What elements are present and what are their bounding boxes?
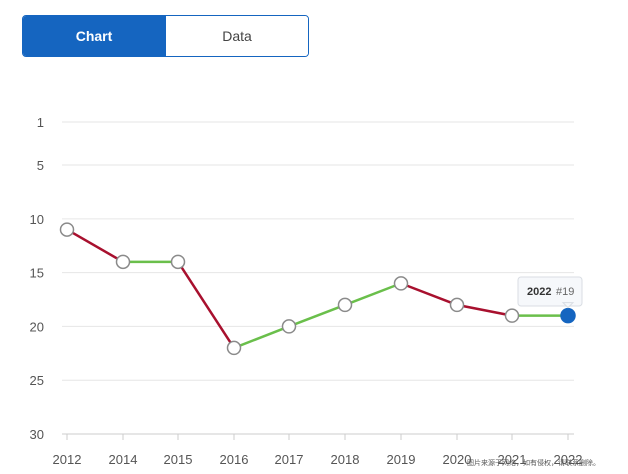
chart-tab[interactable]: Chart: [23, 16, 165, 56]
x-tick-label: 2022: [554, 452, 583, 467]
y-tick-label: 15: [30, 266, 44, 281]
point-tooltip: 2022 #19: [517, 276, 583, 309]
view-toggle: Chart Data: [22, 15, 309, 57]
y-tick-label: 20: [30, 319, 44, 334]
series-line-segment: [455, 303, 514, 317]
series-line-segment: [343, 282, 403, 307]
x-tick-label: 2019: [387, 452, 416, 467]
series-line-segment: [176, 260, 236, 350]
data-point-selected[interactable]: [560, 307, 576, 324]
data-point[interactable]: [281, 319, 297, 334]
data-point[interactable]: [393, 276, 409, 291]
series-line-segment: [232, 325, 291, 350]
x-tick-label: 2018: [331, 452, 360, 467]
watermark-text: 图片来源于网络，如有侵权，请联系删除。: [467, 458, 600, 467]
y-tick-label: 25: [30, 373, 44, 388]
series-line-segment: [65, 228, 125, 264]
x-tick-label: 2020: [443, 452, 472, 467]
y-tick-label: 30: [30, 427, 44, 442]
series-line-segment: [399, 282, 459, 307]
x-tick-label: 2012: [53, 452, 82, 467]
tooltip-pointer: [561, 302, 575, 309]
data-point[interactable]: [449, 297, 465, 313]
x-tick-label: 2014: [109, 452, 138, 467]
x-tick-label: 2021: [498, 452, 527, 467]
y-tick-label: 5: [37, 158, 44, 173]
data-point[interactable]: [337, 297, 353, 313]
series-line-segment: [287, 303, 347, 328]
data-point[interactable]: [504, 308, 520, 323]
y-tick-label: 10: [30, 212, 44, 227]
y-tick-label: 1: [37, 115, 44, 130]
data-point[interactable]: [115, 254, 131, 270]
data-point[interactable]: [59, 222, 75, 237]
tooltip-year: 2022: [527, 286, 551, 298]
data-point[interactable]: [170, 254, 186, 270]
data-point[interactable]: [226, 340, 242, 356]
x-tick-label: 2016: [220, 452, 249, 467]
data-tab[interactable]: Data: [165, 16, 308, 56]
x-tick-label: 2015: [164, 452, 193, 467]
tooltip-rank: #19: [556, 286, 574, 298]
x-tick-label: 2017: [275, 452, 304, 467]
